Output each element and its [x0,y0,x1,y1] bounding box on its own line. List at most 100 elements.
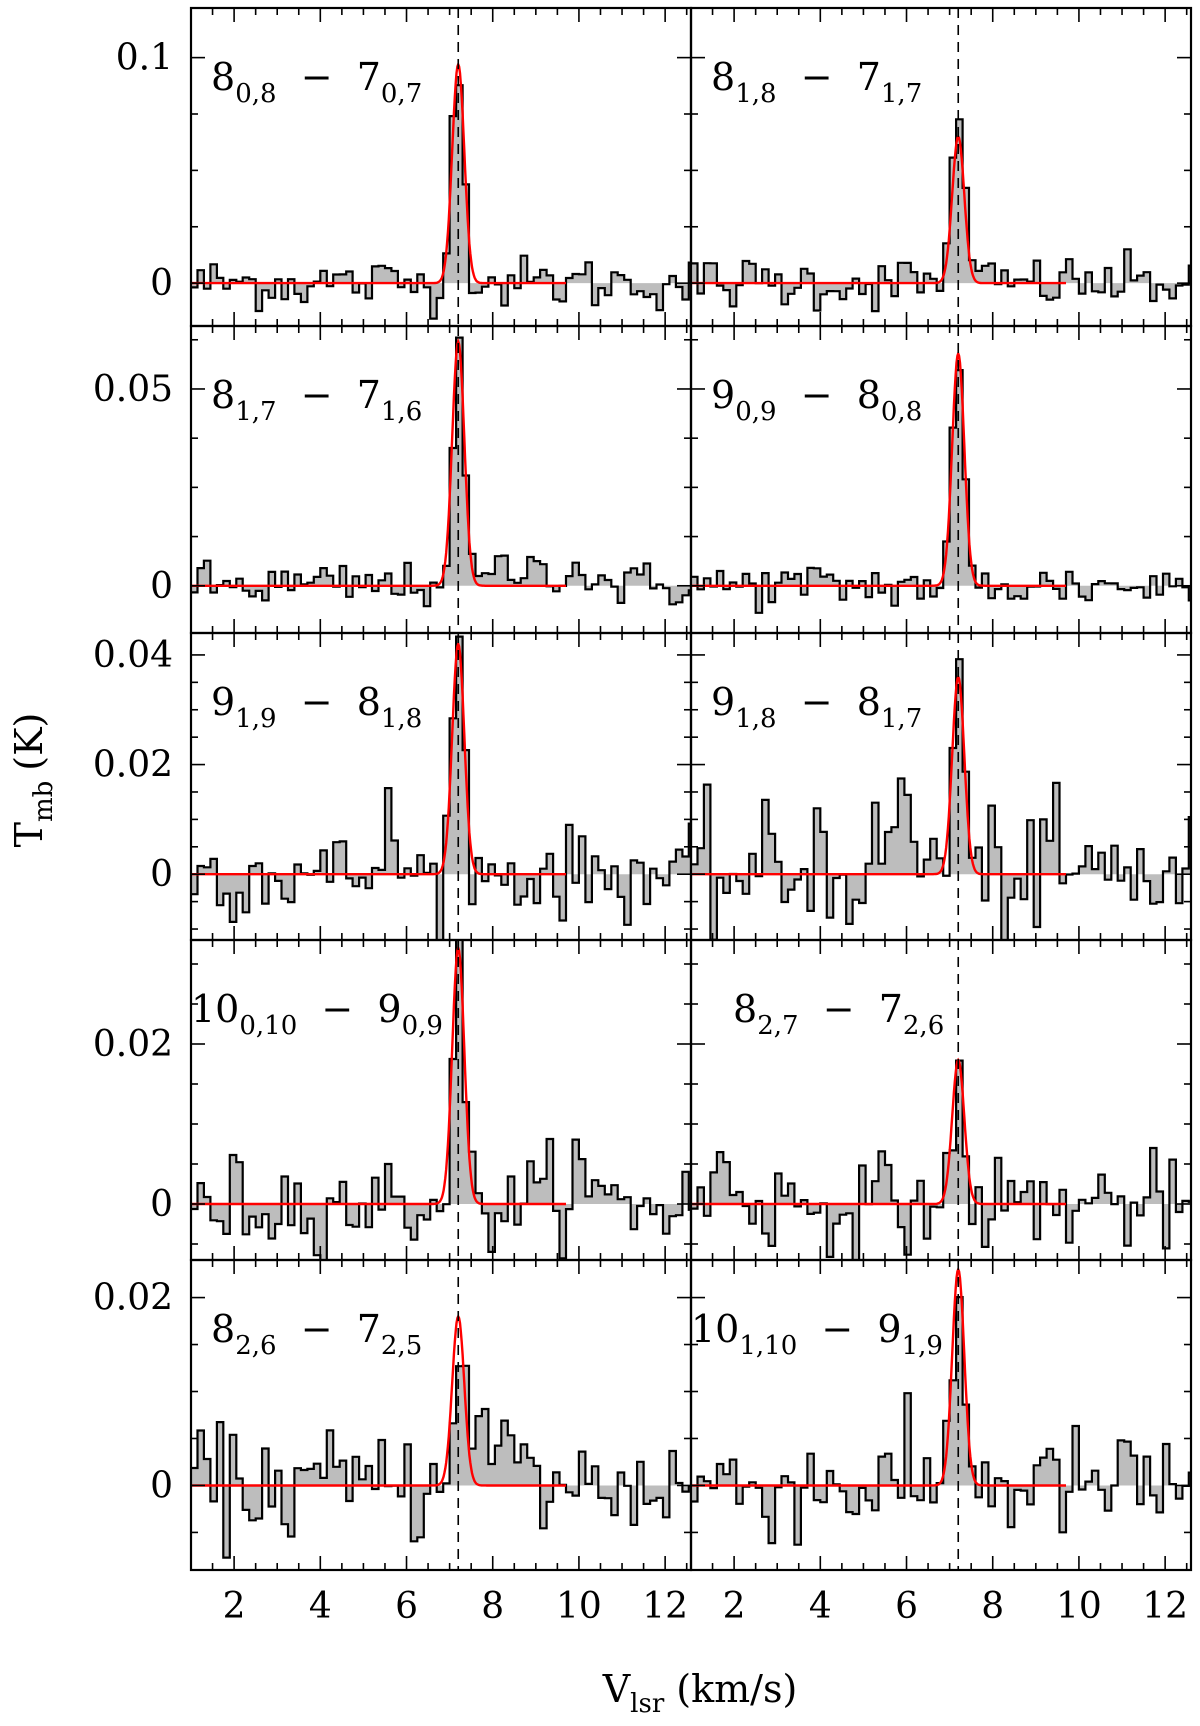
transition-lower-sub: 1,6 [381,397,422,427]
model-fit-line [691,134,1066,285]
spectrum-fill [191,1365,691,1558]
model-fit-line [191,1313,566,1487]
spectrum-histogram [691,1059,1191,1260]
model-fit-line [691,673,1066,876]
transition-dash: − [277,680,357,724]
panel-frame [189,1258,693,1572]
y-axis-title: Tmb (K) [7,713,59,848]
y-tick-label: 0.04 [93,635,173,676]
transition-upper: 10 [691,1307,739,1351]
y-tick-label: 0 [150,566,173,607]
x-tick-label: 12 [1142,1586,1188,1627]
transition-upper: 8 [211,55,235,99]
model-fit-line [191,944,566,1206]
panel-7: 82,7 − 72,6 [689,938,1193,1262]
y-tick-label: 0 [150,1465,173,1506]
transition-label: 90,9 − 80,8 [711,373,922,427]
transition-dash: − [797,1307,877,1351]
transition-dash: − [777,680,857,724]
transition-upper: 9 [711,373,735,417]
y-tick-label: 0.1 [116,38,173,79]
x-axis-title-base: V [602,1667,631,1711]
model-fit-line [191,61,566,285]
spectrum-fill [191,940,691,1260]
x-tick-label: 12 [642,1586,688,1627]
x-tick-label: 10 [556,1586,602,1627]
spectrum-histogram [191,635,691,940]
transition-lower-sub: 1,7 [881,704,922,734]
transition-upper-sub: 0,8 [235,79,276,109]
transition-lower-sub: 1,7 [881,79,922,109]
transition-dash: − [799,987,879,1031]
transition-dash: − [277,55,357,99]
model-fit-line [691,1266,1066,1487]
transition-label: 81,8 − 71,7 [711,55,922,109]
transition-lower: 7 [857,55,881,99]
transition-upper-sub: 1,8 [735,79,776,109]
panel-frame [689,631,1193,942]
x-tick-label: 6 [395,1586,418,1627]
transition-upper: 8 [711,55,735,99]
spectra-panels: 00.1 80,8 − 70,7 81,8 − 71,700.05 81,7 − 71… [93,6,1193,1627]
panel-8: 0 0.02 2 4 6 8 10 12 82,6 − 72,5 [93,1258,693,1627]
spectrum-fill [691,659,1191,940]
transition-upper: 8 [211,1307,235,1351]
spectrum-histogram [691,658,1191,940]
y-tick-label: 0.02 [93,1278,173,1319]
transition-dash: − [777,55,857,99]
transition-label: 91,9 − 81,8 [211,680,422,734]
transition-lower: 7 [357,373,381,417]
x-tick-label: 2 [223,1586,246,1627]
transition-upper-sub: 0,9 [735,397,776,427]
transition-label: 101,10 − 91,9 [691,1307,943,1361]
spectrum-histogram [191,940,691,1260]
model-fit-line [191,337,566,587]
y-axis-title-unit: (K) [7,713,51,771]
x-axis-title-unit: (km/s) [676,1667,797,1711]
y-axis-title-sub: mb [29,781,59,822]
transition-label: 80,8 − 70,7 [211,55,422,109]
transition-lower: 7 [879,987,903,1031]
transition-lower-sub: 1,8 [381,704,422,734]
transition-upper-sub: 1,7 [235,397,276,427]
transition-lower-sub: 0,8 [881,397,922,427]
spectrum-histogram [691,118,1191,313]
model-fit-line [191,640,566,876]
model-fit-line [691,1057,1066,1206]
transition-lower: 7 [357,55,381,99]
transition-lower-sub: 0,7 [381,79,422,109]
transition-lower-sub: 0,9 [402,1011,443,1041]
transition-label: 82,6 − 72,5 [211,1307,422,1361]
panel-1: 81,8 − 71,7 [689,6,1193,328]
y-axis-title-base: T [7,822,51,847]
spectrum-histogram [191,336,691,608]
transition-upper-sub: 1,10 [739,1331,797,1361]
spectrum-histogram [191,1364,691,1559]
x-tick-label: 4 [309,1586,332,1627]
transition-upper: 9 [711,680,735,724]
x-axis-title: Vlsr (km/s) [602,1667,798,1719]
transition-label: 82,7 − 72,6 [733,987,944,1041]
transition-lower: 9 [877,1307,901,1351]
x-tick-label: 8 [981,1586,1004,1627]
transition-dash: − [277,373,357,417]
transition-label: 81,7 − 71,6 [211,373,422,427]
transition-upper: 8 [211,373,235,417]
transition-label: 100,10 − 90,9 [191,987,443,1041]
transition-dash: − [297,987,377,1031]
transition-dash: − [277,1307,357,1351]
transition-dash: − [777,373,857,417]
transition-upper: 9 [211,680,235,724]
transition-lower: 8 [857,373,881,417]
panel-3: 90,9 − 80,8 [689,324,1193,635]
y-tick-label: 0.02 [93,745,173,786]
transition-upper-sub: 0,10 [239,1011,297,1041]
transition-lower: 7 [357,1307,381,1351]
transition-lower-sub: 2,5 [381,1331,422,1361]
transition-upper: 10 [191,987,239,1031]
x-tick-label: 4 [809,1586,832,1627]
panel-frame [689,1258,1193,1572]
x-tick-label: 8 [481,1586,504,1627]
